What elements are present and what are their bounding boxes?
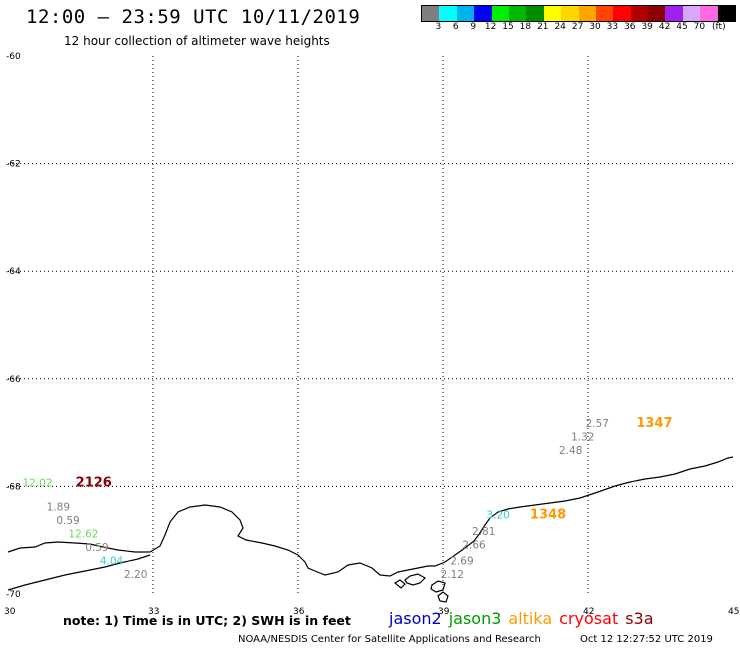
longitude-tick-label: 36 bbox=[293, 607, 305, 617]
longitude-tick-label: 45 bbox=[728, 607, 739, 617]
generation-timestamp: Oct 12 12:27:52 UTC 2019 bbox=[580, 634, 713, 645]
map-title: 12:00 – 23:59 UTC 10/11/2019 bbox=[26, 6, 361, 28]
units-note: note: 1) Time is in UTC; 2) SWH is in fe… bbox=[63, 613, 351, 628]
map-subtitle: 12 hour collection of altimeter wave hei… bbox=[64, 34, 330, 48]
legend-jason3: jason3 bbox=[448, 609, 502, 628]
wave-height-observation: 3.20 bbox=[487, 510, 510, 522]
colorbar-swatch bbox=[613, 6, 631, 21]
colorbar-label: 15 bbox=[502, 22, 514, 32]
coastline-segment bbox=[430, 580, 446, 593]
wave-height-observation: 1.89 bbox=[47, 502, 70, 514]
colorbar-swatch bbox=[700, 6, 718, 21]
colorbar-label: (ft) bbox=[712, 22, 726, 32]
wave-height-observation: 1.32 bbox=[571, 432, 594, 444]
colorbar-swatch bbox=[648, 6, 666, 21]
wave-height-observation: 1347 bbox=[636, 416, 672, 431]
colorbar-swatch bbox=[526, 6, 544, 21]
colorbar-swatch bbox=[578, 6, 596, 21]
latitude-tick-label: -70 bbox=[6, 590, 21, 600]
graticule bbox=[8, 56, 733, 594]
wave-height-observation: 12.62 bbox=[68, 529, 98, 541]
wave-height-observation: 0.59 bbox=[85, 542, 108, 554]
colorbar-swatch bbox=[456, 6, 475, 21]
coastline-segment bbox=[393, 579, 406, 589]
colorbar-label: 6 bbox=[452, 22, 459, 32]
colorbar-label: 39 bbox=[641, 22, 653, 32]
wave-height-observation: 2.69 bbox=[450, 555, 473, 567]
colorbar-label: 18 bbox=[519, 22, 532, 32]
colorbar-swatch bbox=[665, 6, 683, 21]
latitude-tick-label: -68 bbox=[6, 482, 21, 492]
colorbar-label: 3 bbox=[435, 22, 442, 32]
colorbar-swatch bbox=[630, 6, 649, 21]
colorbar-swatch bbox=[561, 6, 579, 21]
colorbar-label: 21 bbox=[537, 22, 549, 32]
wave-height-observation: 2.20 bbox=[124, 569, 147, 581]
credit-text: NOAA/NESDIS Center for Satellite Applica… bbox=[238, 634, 541, 645]
legend-altika: altika bbox=[508, 609, 553, 628]
coastline-segment bbox=[404, 573, 426, 586]
colorbar-label: 9 bbox=[470, 22, 477, 32]
colorbar-swatch bbox=[682, 6, 701, 21]
wave-height-observation: 2.12 bbox=[441, 569, 464, 581]
wave-height-observation: 2.57 bbox=[586, 418, 609, 430]
colorbar-swatch bbox=[491, 6, 509, 21]
colorbar-label: 27 bbox=[571, 22, 584, 32]
colorbar-swatch bbox=[508, 6, 527, 21]
colorbar-swatch bbox=[439, 6, 457, 21]
latitude-tick-label: -66 bbox=[6, 375, 21, 385]
wave-height-observation: 2.81 bbox=[472, 526, 495, 538]
colorbar-label: 12 bbox=[484, 22, 497, 32]
legend-cryosat: cryosat bbox=[559, 609, 619, 628]
colorbar-label: 30 bbox=[589, 22, 601, 32]
latitude-tick-label: -60 bbox=[6, 52, 21, 62]
coastline bbox=[7, 456, 734, 603]
coastline-segment bbox=[437, 591, 449, 603]
axis-tick-labels: 30 33 36 39 42 45 -60 -62 -64 -66 -68 -70 bbox=[4, 52, 739, 617]
wave-height-observation: 1348 bbox=[530, 508, 566, 523]
colorbar-swatch bbox=[543, 6, 562, 21]
wave-height-observation: 0.59 bbox=[56, 515, 79, 527]
colorbar-swatch bbox=[474, 6, 492, 21]
coastline-segment bbox=[7, 456, 734, 577]
colorbar-label: 70 bbox=[693, 22, 706, 32]
coastline-segment bbox=[7, 554, 151, 591]
longitude-tick-label: 33 bbox=[148, 607, 159, 617]
colorbar-label: 42 bbox=[658, 22, 671, 32]
colorbar-label: 24 bbox=[554, 22, 566, 32]
legend-s3a: s3a bbox=[625, 609, 654, 628]
colorbar-labels: 3 6 9 12 15 18 21 24 27 30 33 36 39 42 45 70 (ft) bbox=[421, 22, 740, 34]
colorbar-swatch bbox=[595, 6, 614, 21]
satellite-legend: jason2 jason3 altika cryosat s3a bbox=[389, 609, 661, 628]
wave-height-observation: 2.48 bbox=[559, 445, 582, 457]
colorbar-label: 45 bbox=[676, 22, 688, 32]
colorbar-swatch bbox=[422, 6, 440, 21]
legend-jason2: jason2 bbox=[389, 609, 442, 628]
wave-height-observation: 4.04 bbox=[100, 555, 124, 567]
wave-height-colorbar bbox=[421, 5, 737, 22]
longitude-tick-label: 42 bbox=[583, 607, 594, 617]
longitude-tick-label: 39 bbox=[438, 607, 450, 617]
colorbar-swatch bbox=[717, 6, 736, 21]
colorbar-label: 36 bbox=[624, 22, 636, 32]
longitude-tick-label: 30 bbox=[4, 607, 16, 617]
latitude-tick-label: -62 bbox=[6, 160, 21, 170]
latitude-tick-label: -64 bbox=[6, 267, 21, 277]
wave-height-observation: 12.02 bbox=[23, 477, 53, 489]
wave-height-observation: 2.66 bbox=[462, 539, 486, 551]
colorbar-label: 33 bbox=[606, 22, 619, 32]
wave-height-observation: 2126 bbox=[76, 475, 112, 490]
